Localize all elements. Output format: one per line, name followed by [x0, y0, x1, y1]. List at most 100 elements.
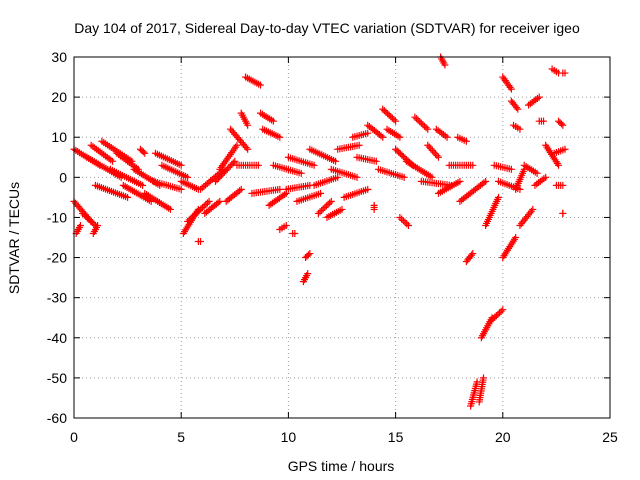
x-tick-label: 0	[70, 429, 78, 445]
data-point	[516, 125, 524, 133]
data-point	[414, 116, 422, 124]
track-44	[310, 173, 342, 189]
data-point	[427, 145, 435, 153]
track-65	[437, 53, 449, 69]
track-90	[552, 181, 567, 189]
y-axis-title: SDTVAR / TECUs	[6, 182, 22, 294]
data-point	[327, 197, 335, 205]
data-point	[390, 116, 398, 124]
data-point	[316, 208, 324, 216]
data-point	[486, 318, 494, 326]
data-point	[214, 199, 222, 207]
track-75	[490, 161, 515, 173]
data-point	[380, 107, 388, 115]
data-point	[377, 132, 385, 140]
data-point	[480, 179, 488, 187]
data-point	[306, 250, 314, 258]
track-52	[364, 121, 387, 141]
data-point	[314, 209, 322, 217]
y-tick-label: 0	[59, 169, 67, 185]
track-87	[542, 141, 563, 169]
data-point	[220, 168, 228, 176]
track-32	[257, 109, 277, 125]
data-point	[535, 93, 543, 101]
data-point	[244, 145, 252, 153]
x-tick-label: 10	[281, 429, 297, 445]
data-point	[416, 118, 424, 126]
data-point	[514, 105, 522, 113]
data-point	[456, 177, 464, 185]
data-point	[462, 137, 470, 145]
track-9	[106, 165, 147, 189]
data-point	[242, 144, 250, 152]
track-54	[374, 165, 408, 181]
track-26	[222, 185, 245, 205]
data-point	[322, 202, 330, 210]
track-47	[327, 165, 361, 181]
data-point	[396, 133, 404, 141]
data-point	[225, 163, 233, 171]
track-71	[475, 374, 488, 406]
data-point	[430, 148, 438, 156]
track-33	[259, 125, 284, 141]
data-point	[231, 157, 239, 165]
track-89	[550, 145, 569, 157]
data-point	[187, 214, 195, 222]
data-point	[197, 205, 205, 213]
data-point	[413, 115, 421, 123]
data-point	[321, 203, 329, 211]
track-91	[555, 117, 567, 129]
data-point	[398, 215, 406, 223]
track-67	[454, 133, 470, 145]
y-tick-label: 30	[51, 49, 67, 65]
data-point	[385, 111, 393, 119]
data-point	[491, 313, 499, 321]
track-7	[91, 181, 132, 201]
track-78	[499, 234, 520, 262]
track-27	[227, 125, 252, 153]
track-31	[248, 185, 284, 197]
data-point	[495, 193, 503, 201]
track-73	[482, 193, 503, 229]
data-point	[254, 161, 262, 169]
data-point	[529, 205, 537, 213]
data-point	[496, 309, 504, 317]
data-point	[425, 143, 433, 151]
track-23	[201, 197, 224, 217]
track-16	[151, 149, 185, 169]
data-point	[364, 185, 372, 193]
data-point	[82, 212, 90, 220]
data-point	[513, 104, 521, 112]
data-point	[237, 185, 245, 193]
data-point	[216, 173, 224, 181]
track-18	[177, 177, 202, 193]
data-point	[469, 250, 477, 258]
track-92	[559, 69, 569, 77]
data-point	[334, 173, 342, 181]
data-point	[392, 117, 400, 125]
data-point	[226, 162, 234, 170]
data-point	[94, 221, 102, 229]
track-5	[87, 141, 117, 165]
data-point	[542, 173, 550, 181]
data-point	[297, 169, 305, 177]
data-point	[202, 200, 210, 208]
data-point	[489, 315, 497, 323]
data-point	[434, 153, 442, 161]
track-56	[383, 125, 404, 141]
data-point	[469, 161, 477, 169]
track-43	[306, 145, 340, 165]
track-38	[284, 153, 318, 169]
data-point	[217, 171, 225, 179]
track-62	[424, 141, 442, 161]
data-point	[177, 185, 185, 193]
data-point	[229, 159, 237, 167]
y-tick-label: -30	[47, 290, 67, 306]
x-axis-title: GPS time / hours	[288, 458, 395, 474]
data-point	[507, 85, 515, 93]
y-tick-label: -10	[47, 209, 67, 225]
track-88	[548, 65, 563, 77]
data-point	[318, 206, 326, 214]
data-point	[400, 173, 408, 181]
data-point	[555, 161, 563, 169]
